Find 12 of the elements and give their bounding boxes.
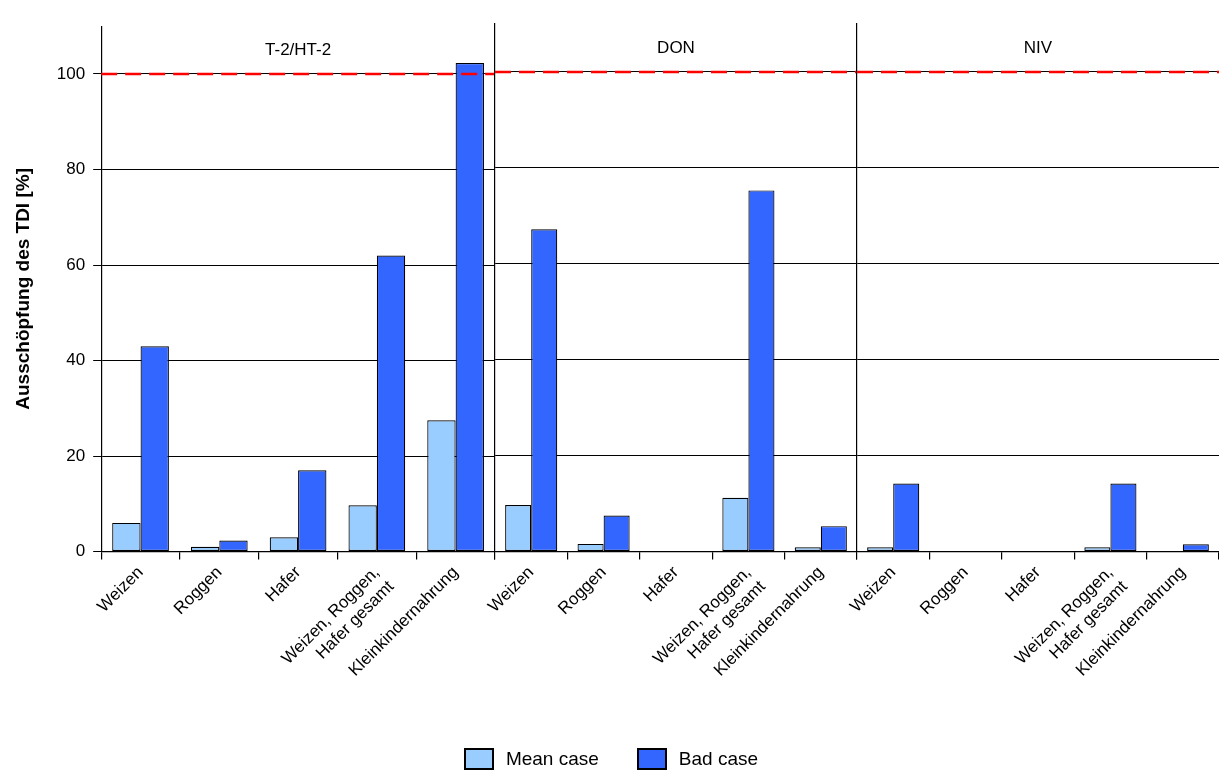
legend-label: Mean case	[505, 748, 599, 770]
text: T-2/HT-2	[265, 39, 332, 59]
y-axis-title: Ausschöpfung des TDI [%]	[11, 168, 33, 410]
y-tick-label: 20	[66, 445, 86, 465]
y-tick-label: 80	[66, 159, 86, 179]
y-tick-label: 40	[66, 350, 86, 370]
text: NIV	[1023, 37, 1053, 57]
y-tick-label: 100	[56, 63, 86, 83]
text: DON	[657, 37, 695, 57]
legend-label: Bad case	[678, 748, 759, 770]
y-tick-label: 0	[75, 541, 86, 561]
y-tick-label: 60	[66, 254, 86, 274]
